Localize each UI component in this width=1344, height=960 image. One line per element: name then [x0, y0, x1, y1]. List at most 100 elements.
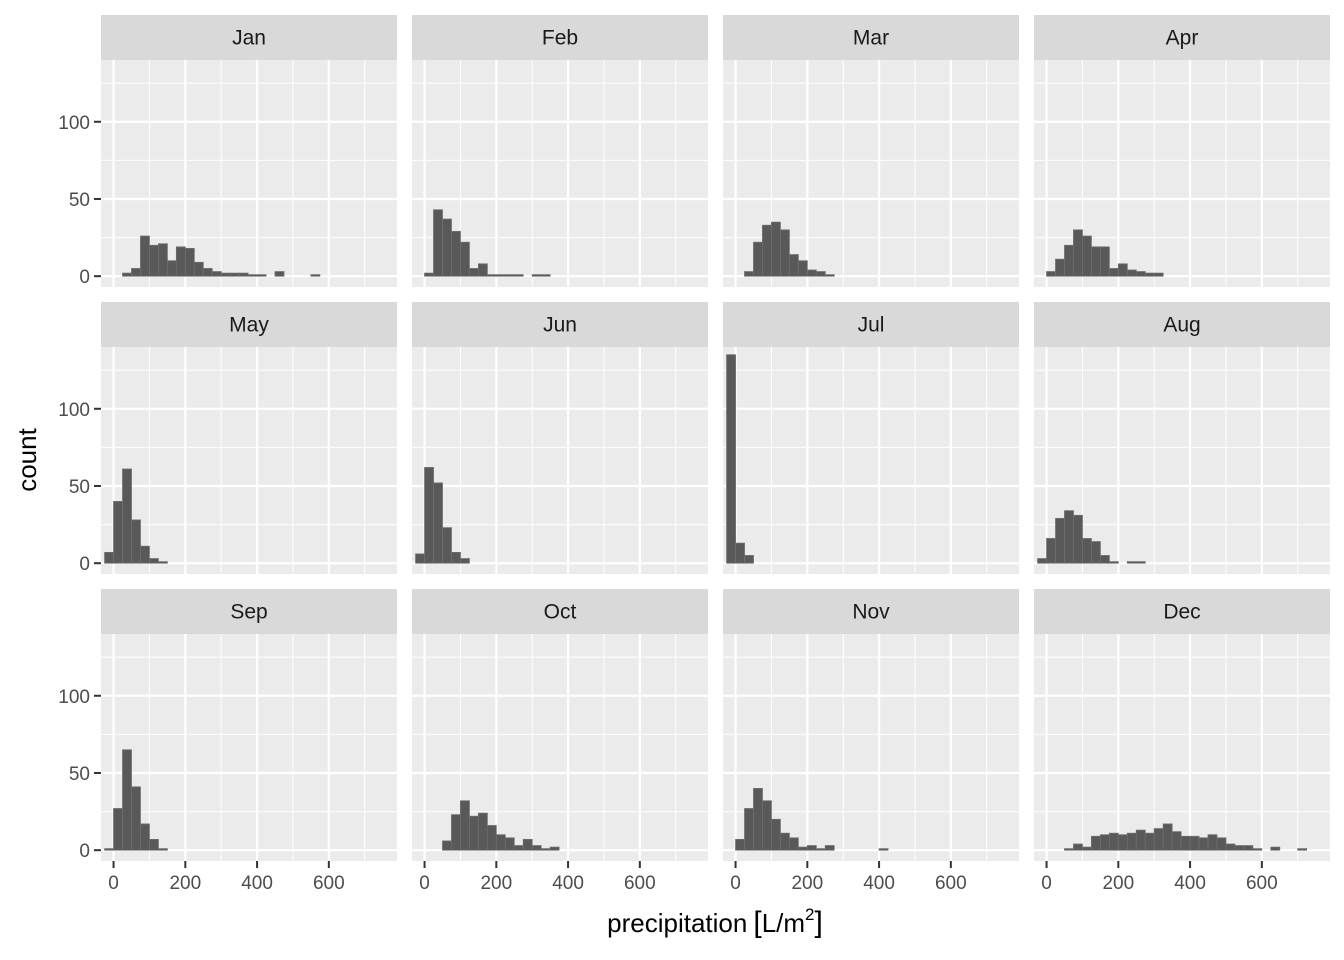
histogram-bar [1046, 538, 1056, 564]
facet-strip-aug [1034, 302, 1330, 347]
x-tick-label: 600 [313, 873, 345, 894]
histogram-bar [806, 845, 817, 851]
histogram-bar [531, 274, 542, 277]
panel-background-jul [723, 347, 1019, 574]
histogram-bar [735, 542, 745, 564]
histogram-bar [442, 840, 452, 851]
histogram-bar [531, 845, 542, 851]
panel-background-dec [1034, 634, 1330, 861]
histogram-bar [1117, 834, 1128, 851]
histogram-bar [824, 274, 835, 277]
histogram-bar [1108, 268, 1119, 277]
histogram-bar [1055, 518, 1065, 564]
facet-strip-feb [412, 15, 708, 60]
histogram-bar [1198, 837, 1209, 851]
histogram-bar [158, 848, 168, 851]
histogram-bar [780, 229, 790, 277]
histogram-bar [753, 241, 763, 277]
histogram-bar [540, 274, 551, 277]
facet-dec: Dec [1034, 589, 1330, 861]
histogram-bar [1064, 244, 1074, 277]
facet-jun: Jun [412, 302, 708, 574]
histogram-bar [238, 272, 249, 277]
histogram-bar [744, 271, 754, 277]
histogram-bar [1091, 541, 1101, 564]
histogram-bar [1225, 843, 1236, 851]
histogram-bar [1099, 834, 1110, 851]
histogram-bar [1091, 246, 1101, 277]
histogram-bar [256, 274, 267, 277]
histogram-bar [486, 274, 497, 277]
x-tick-label: 600 [624, 873, 656, 894]
facet-label-dec: Dec [1163, 601, 1200, 624]
facet-strip-sep [101, 589, 397, 634]
histogram-bar [1108, 832, 1119, 851]
histogram-bar [451, 231, 461, 277]
histogram-bars-jul [726, 354, 754, 564]
histogram-bar [247, 274, 258, 277]
gridlines-jun [412, 347, 708, 574]
facet-aug: Aug [1034, 302, 1330, 574]
histogram-bar [193, 261, 204, 277]
histogram-bar [1064, 510, 1074, 564]
gridlines-oct [412, 634, 708, 861]
x-tick-label: 0 [730, 873, 741, 894]
y-tick-label: 50 [69, 190, 90, 211]
histogram-bar [753, 788, 763, 851]
histogram-bar [166, 260, 177, 277]
histogram-bar [104, 551, 114, 564]
y-axis-row-1: 0 50 100 [58, 113, 101, 288]
histogram-bar [1243, 845, 1254, 851]
histogram-bars-jun [415, 467, 470, 564]
histogram-bar [1126, 832, 1137, 851]
histogram-bar [1153, 828, 1164, 851]
y-tick-label: 0 [79, 841, 90, 862]
histogram-bar [1135, 829, 1146, 851]
histogram-bar [469, 815, 479, 851]
histogram-bar [149, 244, 159, 277]
histogram-bar [149, 558, 159, 564]
y-axis-title: count [12, 427, 42, 491]
histogram-bars-apr [1046, 229, 1164, 277]
histogram-bar [1297, 848, 1308, 851]
histogram-bar [1162, 823, 1173, 851]
histogram-bar [1171, 831, 1182, 851]
histogram-bar [113, 808, 123, 851]
histogram-bar [460, 800, 470, 851]
y-tick-label: 50 [69, 764, 90, 785]
histogram-bar [1135, 271, 1146, 277]
y-tick-label: 0 [79, 554, 90, 575]
facet-feb: Feb [412, 15, 708, 287]
histogram-bar [744, 555, 754, 564]
histogram-bar [184, 247, 195, 277]
histogram-bars-nov [735, 788, 889, 851]
histogram-bar [878, 848, 889, 851]
histogram-bar [1135, 561, 1146, 564]
histogram-bar [424, 467, 434, 564]
histogram-bar [1234, 845, 1245, 851]
histogram-bar [797, 846, 808, 851]
facet-panels: Jan Feb Mar Apr May Jun Jul Aug Sep Oct Nov Dec [101, 15, 1330, 861]
histogram-bar [1126, 561, 1137, 564]
facet-strip-oct [412, 589, 708, 634]
facet-label-nov: Nov [852, 601, 890, 624]
histogram-bar [806, 269, 817, 277]
x-tick-label: 0 [108, 873, 119, 894]
facet-jul: Jul [723, 302, 1019, 574]
y-tick-label: 50 [69, 477, 90, 498]
x-tick-label: 400 [863, 873, 895, 894]
facet-strip-may [101, 302, 397, 347]
panel-background-aug [1034, 347, 1330, 574]
histogram-bar [1046, 271, 1056, 277]
histogram-bars-may [104, 468, 168, 564]
gridlines-nov [723, 634, 1019, 861]
x-tick-label: 400 [552, 873, 584, 894]
histogram-bar [824, 845, 835, 851]
histogram-bar [762, 224, 772, 277]
histogram-bar [486, 825, 497, 851]
x-axes: 0 200 400 600 0 200 400 600 0 200 400 600 0 200 400 600 [108, 861, 1278, 894]
histogram-bar [522, 838, 533, 851]
histogram-bar [1216, 837, 1227, 851]
x-axis-col-1: 0 200 400 600 [108, 861, 345, 894]
